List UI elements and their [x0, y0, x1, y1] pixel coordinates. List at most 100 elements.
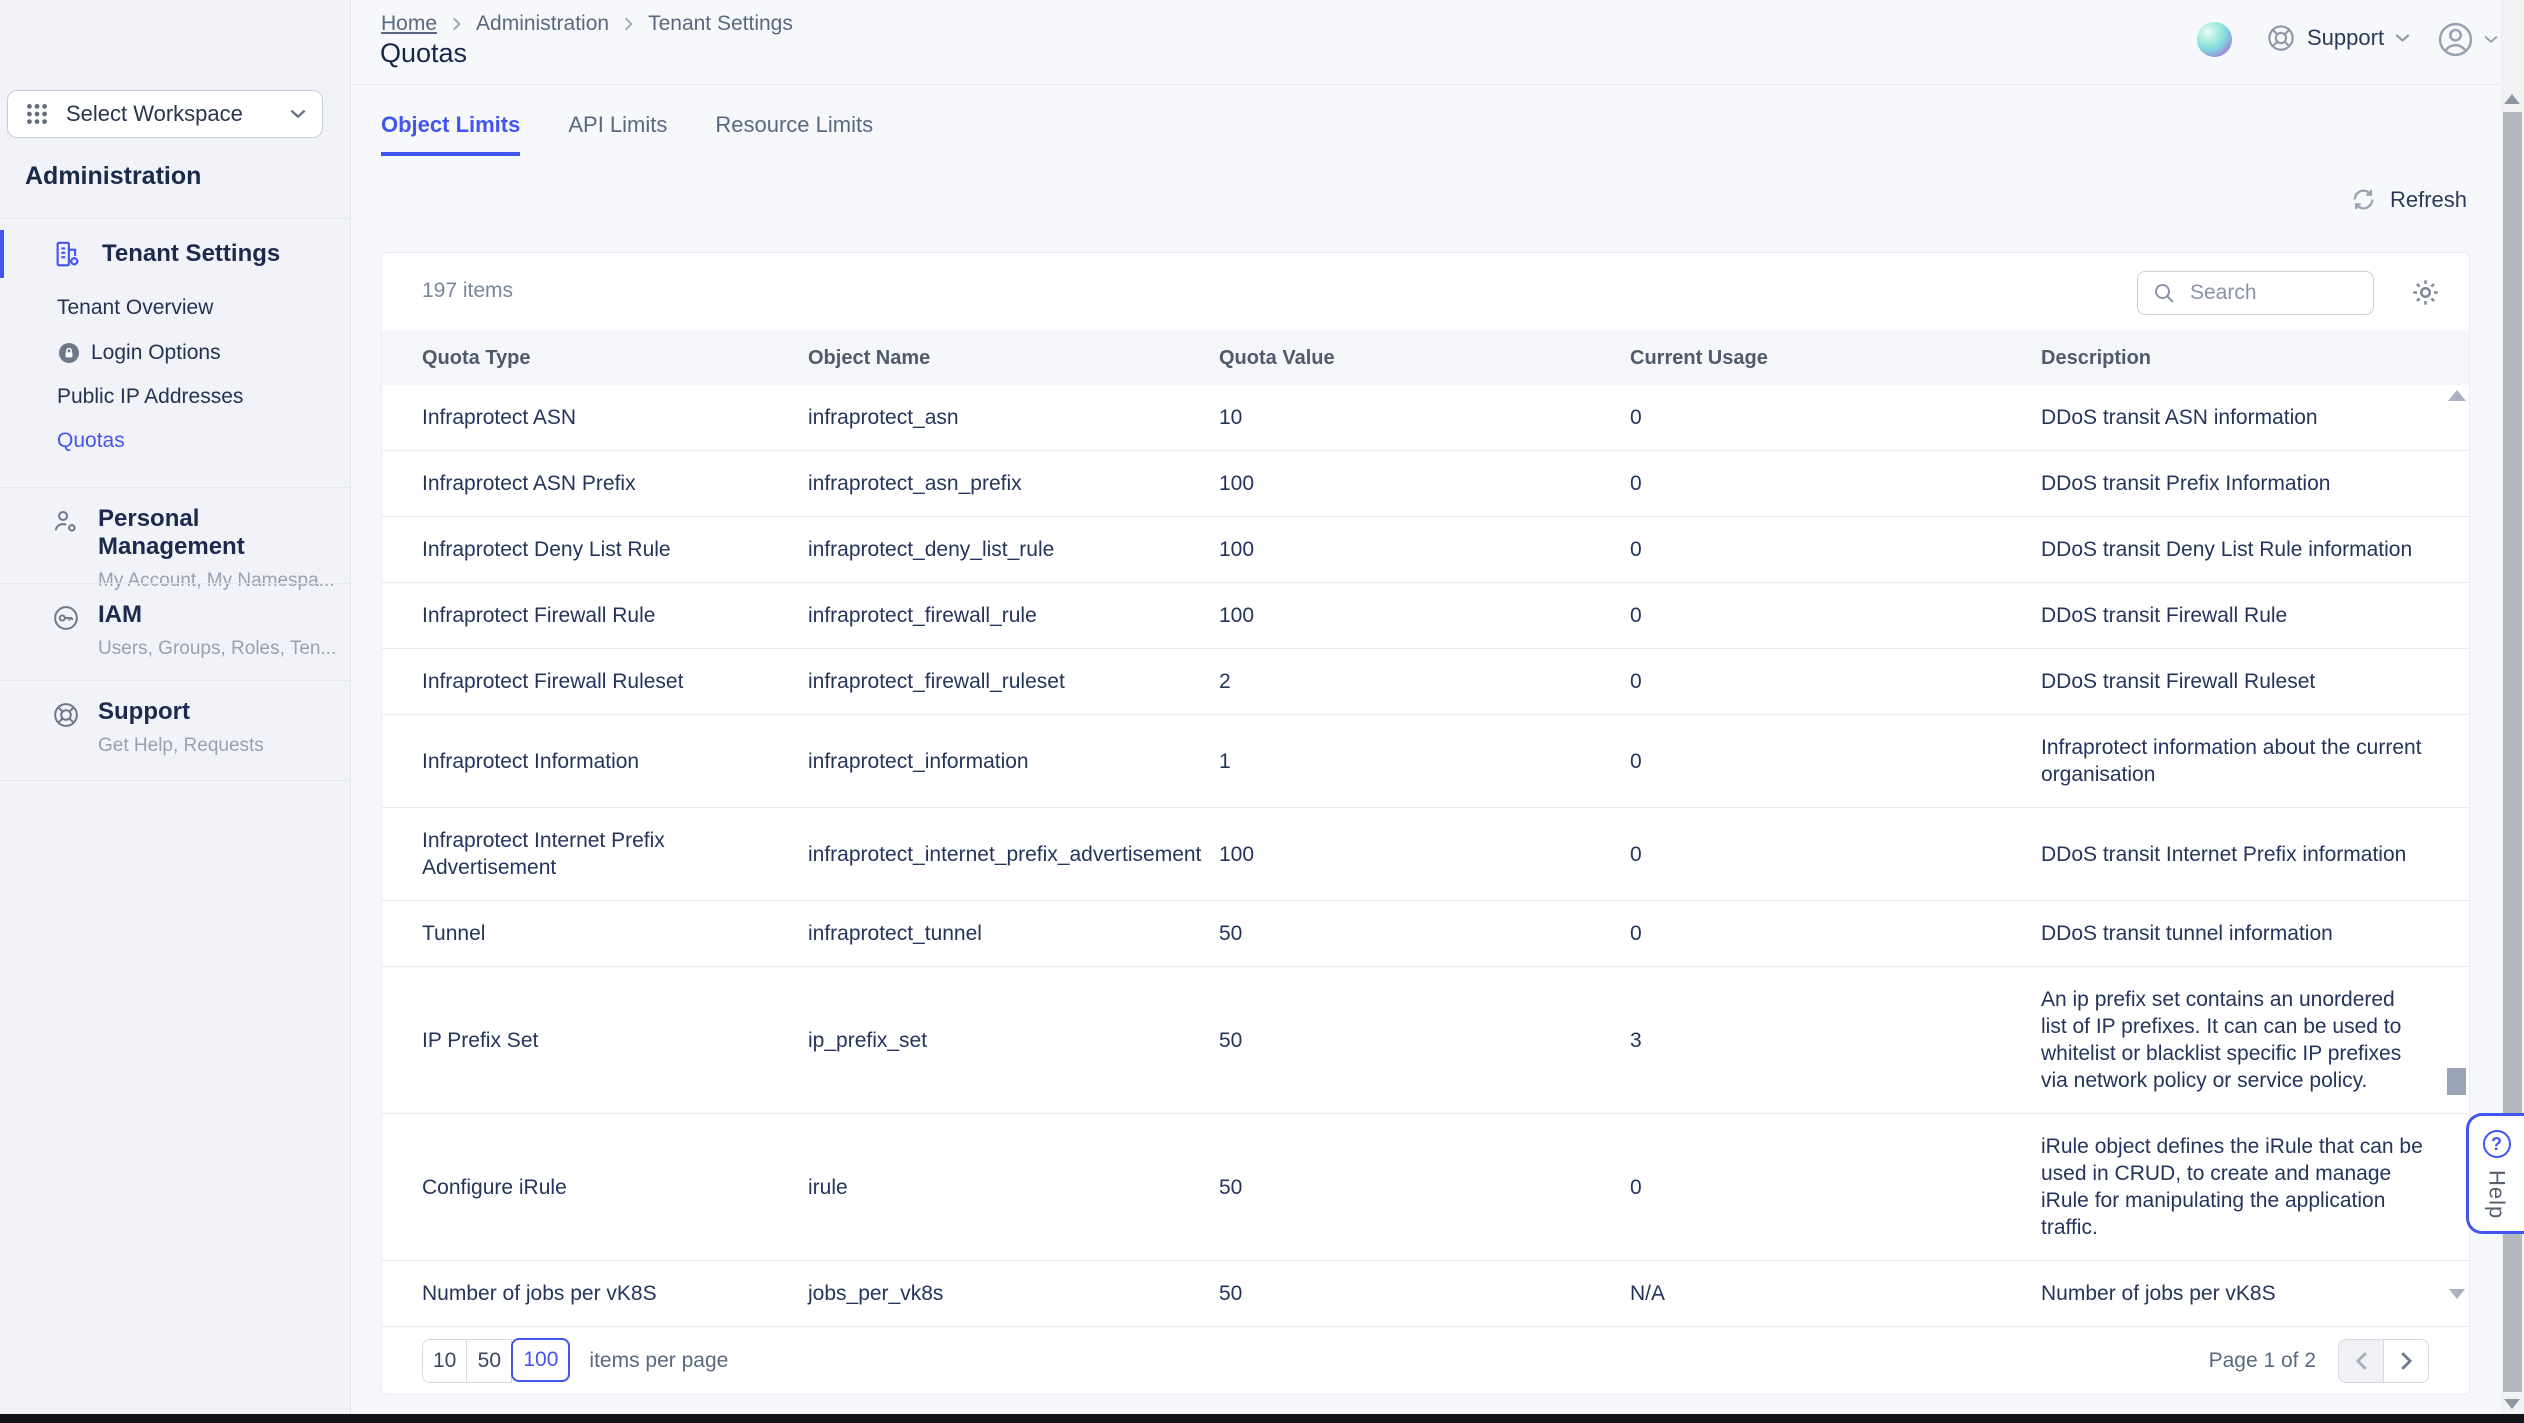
- question-mark-icon: ?: [2482, 1130, 2511, 1158]
- user-menu[interactable]: [2437, 21, 2498, 58]
- cell-quota-type: Infraprotect ASN: [422, 406, 577, 429]
- cell-object-name: ip_prefix_set: [808, 1028, 928, 1052]
- table-row[interactable]: Infraprotect Deny List Rule infraprotect_…: [382, 517, 2469, 583]
- column-header-current-usage[interactable]: Current Usage: [1630, 346, 1768, 369]
- page-scrollbar-up-arrow[interactable]: [2504, 94, 2520, 104]
- help-tab[interactable]: ? Help: [2466, 1113, 2524, 1234]
- chevron-down-icon: [2395, 33, 2410, 43]
- cell-object-name: infraprotect_information: [808, 749, 1029, 773]
- refresh-icon: [2350, 186, 2377, 213]
- cell-current-usage: 0: [1630, 538, 1642, 561]
- header-divider: [352, 84, 2500, 85]
- sidebar-subitem-label: Quotas: [57, 429, 125, 452]
- tab-bar: Object Limits API Limits Resource Limits: [381, 112, 873, 156]
- workspace-selector-label: Select Workspace: [66, 101, 243, 126]
- sidebar-item-public-ip-addresses[interactable]: Public IP Addresses: [57, 382, 243, 412]
- cell-quota-type: Infraprotect ASN Prefix: [422, 472, 636, 495]
- table-row[interactable]: Infraprotect Internet Prefix Advertiseme…: [382, 808, 2469, 901]
- sidebar-item-support[interactable]: Support Get Help, Requests: [0, 698, 350, 757]
- sidebar-section-label: IAM: [98, 601, 142, 628]
- page-scrollbar-down-arrow[interactable]: [2504, 1399, 2520, 1409]
- previous-page-button[interactable]: [2338, 1338, 2384, 1383]
- cell-current-usage: 0: [1630, 604, 1642, 627]
- cell-object-name: infraprotect_deny_list_rule: [808, 538, 1055, 561]
- cell-quota-type: Infraprotect Internet Prefix Advertiseme…: [422, 829, 665, 879]
- sidebar-item-iam[interactable]: IAM Users, Groups, Roles, Ten...: [0, 601, 350, 660]
- table-row[interactable]: Number of jobs per vK8S jobs_per_vk8s 50 N/…: [382, 1261, 2469, 1327]
- cell-description: DDoS transit Deny List Rule information: [2041, 538, 2413, 561]
- column-header-quota-value[interactable]: Quota Value: [1219, 346, 1335, 369]
- breadcrumb-administration[interactable]: Administration: [476, 12, 610, 35]
- cell-object-name: infraprotect_asn: [808, 406, 959, 429]
- cell-description: An ip prefix set contains an unordered l…: [2041, 988, 2402, 1092]
- cell-quota-type: Infraprotect Information: [422, 749, 640, 773]
- column-header-description[interactable]: Description: [2041, 346, 2152, 369]
- table-row[interactable]: Tunnel infraprotect_tunnel 50 0 DDoS transit…: [382, 901, 2469, 967]
- support-menu[interactable]: Support: [2266, 23, 2410, 53]
- cell-quota-value: 50: [1219, 1175, 1243, 1199]
- cell-description: DDoS transit Firewall Rule: [2041, 604, 2288, 627]
- breadcrumb-tenant-settings[interactable]: Tenant Settings: [648, 12, 793, 35]
- sidebar-item-tenant-settings[interactable]: Tenant Settings: [0, 228, 350, 280]
- cell-quota-value: 50: [1219, 1282, 1243, 1305]
- page-scrollbar-thumb[interactable]: [2503, 112, 2522, 1392]
- table-row[interactable]: Infraprotect Firewall Ruleset infraprotec…: [382, 649, 2469, 715]
- page-size-50[interactable]: 50: [467, 1338, 513, 1383]
- person-gear-icon: [52, 508, 80, 592]
- cell-current-usage: 0: [1630, 922, 1642, 945]
- cell-quota-type: Infraprotect Firewall Rule: [422, 604, 656, 627]
- sidebar-item-quotas[interactable]: Quotas: [57, 426, 125, 456]
- table-row[interactable]: Infraprotect Information infraprotect_inf…: [382, 715, 2469, 808]
- cell-quota-type: IP Prefix Set: [422, 1028, 539, 1052]
- tab-resource-limits[interactable]: Resource Limits: [715, 112, 874, 137]
- search-input[interactable]: [2188, 280, 2359, 306]
- sidebar-section-subtitle: Users, Groups, Roles, Ten...: [98, 638, 337, 659]
- items-per-page-label: items per page: [589, 1348, 729, 1372]
- cell-current-usage: 3: [1630, 1028, 1642, 1052]
- table-row[interactable]: Infraprotect ASN infraprotect_asn 10 0 DDoS …: [382, 385, 2469, 451]
- sidebar-section-label: Personal Management: [98, 505, 245, 560]
- cell-quota-value: 100: [1219, 538, 1255, 561]
- tab-api-limits[interactable]: API Limits: [568, 112, 668, 137]
- cell-quota-type: Infraprotect Deny List Rule: [422, 538, 671, 561]
- workspace-selector[interactable]: Select Workspace: [7, 90, 323, 138]
- page-size-10[interactable]: 10: [422, 1338, 468, 1383]
- table-scrollbar-thumb[interactable]: [2447, 1068, 2466, 1095]
- table-scrollbar-down-arrow[interactable]: [2449, 1289, 2465, 1299]
- table-row[interactable]: Configure iRule irule 50 0 iRule object defi…: [382, 1114, 2469, 1261]
- column-header-quota-type[interactable]: Quota Type: [422, 346, 531, 369]
- cell-object-name: jobs_per_vk8s: [808, 1282, 944, 1305]
- sidebar-item-tenant-overview[interactable]: Tenant Overview: [57, 293, 213, 323]
- divider: [0, 780, 350, 781]
- tenant-logo[interactable]: [2197, 22, 2232, 57]
- cell-object-name: irule: [808, 1175, 848, 1199]
- cell-object-name: infraprotect_firewall_ruleset: [808, 670, 1065, 693]
- table-row[interactable]: IP Prefix Set ip_prefix_set 50 3 An ip prefi…: [382, 967, 2469, 1114]
- next-page-button[interactable]: [2383, 1338, 2429, 1383]
- chevron-down-icon: [2484, 35, 2498, 44]
- cell-current-usage: 0: [1630, 406, 1642, 429]
- table-row[interactable]: Infraprotect ASN Prefix infraprotect_asn_…: [382, 451, 2469, 517]
- grid-icon: [24, 101, 50, 127]
- sidebar-subitem-label: Login Options: [91, 341, 221, 364]
- page-size-100[interactable]: 100: [511, 1337, 571, 1382]
- sidebar-item-login-options[interactable]: Login Options: [57, 338, 221, 368]
- life-buoy-icon: [52, 701, 80, 757]
- table-footer: 10 50 100 items per page Page 1 of 2: [382, 1327, 2469, 1394]
- cell-current-usage: 0: [1630, 1175, 1642, 1199]
- tab-object-limits[interactable]: Object Limits: [381, 112, 521, 156]
- column-header-object-name[interactable]: Object Name: [808, 346, 931, 369]
- cell-quota-value: 100: [1219, 842, 1255, 866]
- avatar-icon: [2437, 21, 2474, 58]
- sidebar-item-personal-management[interactable]: Personal Management My Account, My Names…: [0, 505, 350, 592]
- life-buoy-icon: [2266, 23, 2296, 53]
- page-size-selector: 10 50 100: [422, 1337, 571, 1383]
- table-settings-gear-icon[interactable]: [2410, 277, 2441, 308]
- table-scrollbar-up-arrow[interactable]: [2448, 390, 2466, 401]
- chevron-right-icon: [451, 17, 462, 31]
- refresh-button[interactable]: Refresh: [2350, 186, 2467, 213]
- cell-quota-value: 10: [1219, 406, 1243, 429]
- table-row[interactable]: Infraprotect Firewall Rule infraprotect_f…: [382, 583, 2469, 649]
- breadcrumb-home[interactable]: Home: [381, 12, 438, 35]
- cell-description: DDoS transit ASN information: [2041, 406, 2318, 429]
